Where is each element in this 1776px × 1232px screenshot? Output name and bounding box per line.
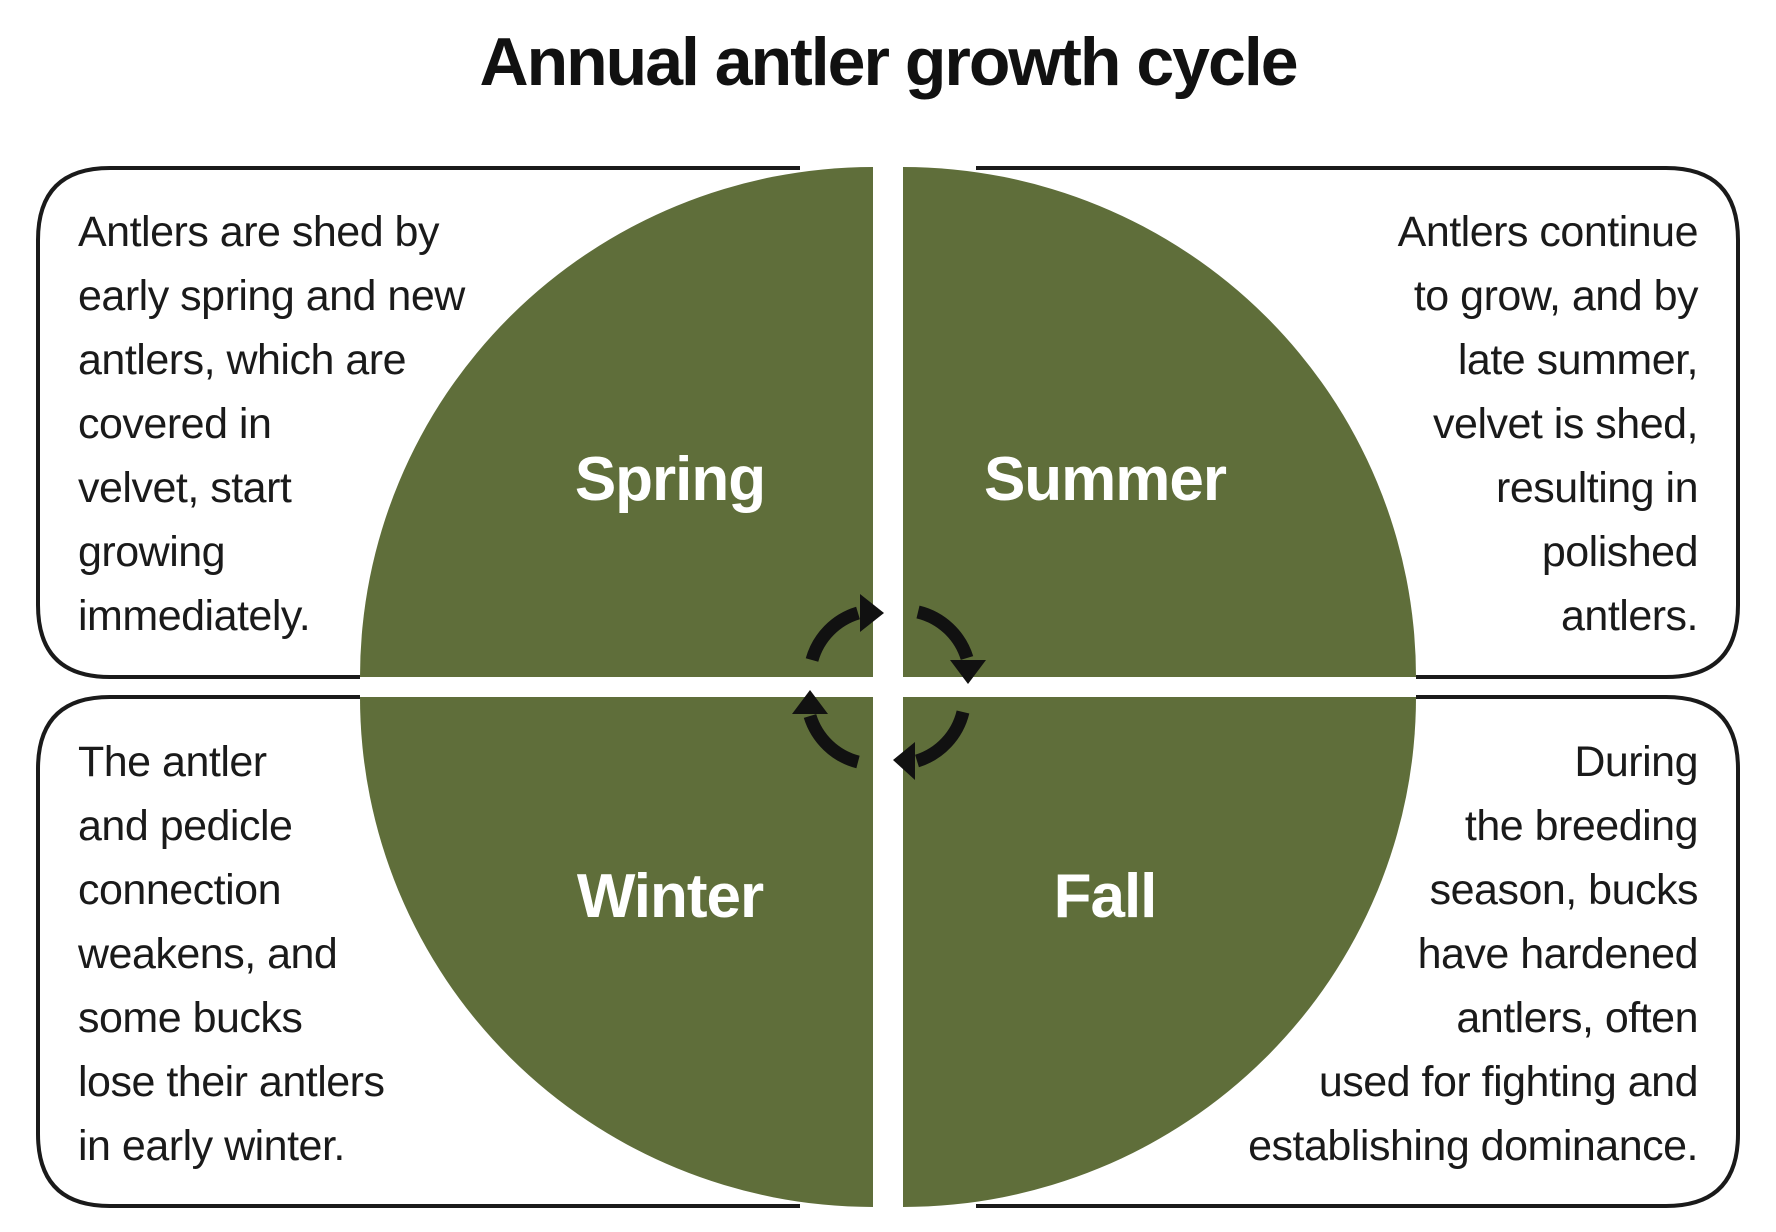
fall-box-outline [976,695,1740,1208]
summer-box-outline [976,166,1740,679]
fall-description: During the breeding season, bucks have h… [1248,738,1698,1170]
spring-quadrant [360,167,873,677]
fall-quadrant [903,697,1416,1207]
summer-quadrant [903,167,1416,677]
clockwise-cycle-arrows-icon [792,594,986,780]
winter-description: The antler and pedicle connection weaken… [78,738,385,1170]
summer-label: Summer [983,445,1227,514]
diagram-title: Annual antler growth cycle [479,24,1298,100]
fall-label: Fall [1053,862,1158,931]
summer-description: Antlers continue to grow, and by late su… [1397,208,1699,640]
spring-box-outline [36,166,800,679]
winter-label: Winter [576,862,764,931]
winter-quadrant [360,697,873,1207]
winter-box-outline [36,695,800,1208]
spring-description: Antlers are shed by early spring and new… [78,208,465,640]
spring-label: Spring [574,445,766,514]
